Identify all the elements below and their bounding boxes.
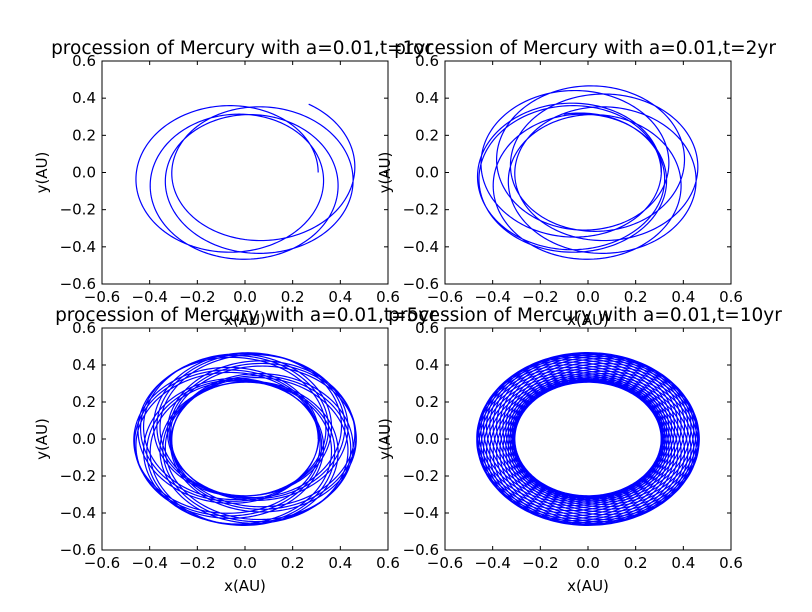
chart-title: procession of Mercury with a=0.01,t=10yr	[388, 305, 782, 326]
y-tick-label: −0.6	[403, 541, 439, 559]
y-tick-label: −0.4	[403, 238, 439, 256]
orbit-line-series	[476, 352, 700, 526]
chart-panel-2: −0.6 −0.4 −0.2 0.0 0.2 0.4 0.6−0.6−0.4−0.20.00…	[376, 38, 776, 329]
y-tick-label: 0.0	[415, 430, 439, 448]
x-tick-label: 0.2	[624, 288, 648, 306]
y-tick-label: 0.2	[415, 126, 439, 144]
y-tick-label: −0.2	[60, 467, 96, 485]
y-tick-label: 0.2	[415, 393, 439, 411]
x-tick-label: −0.4	[131, 554, 167, 572]
chart-title: procession of Mercury with a=0.01,t=2yr	[394, 38, 776, 59]
x-tick-label: 0.0	[576, 288, 600, 306]
y-tick-label: −0.4	[60, 504, 96, 522]
y-tick-label: 0.4	[72, 356, 96, 374]
x-tick-label: 0.2	[281, 554, 305, 572]
x-tick-label: −0.4	[474, 288, 510, 306]
chart-title: procession of Mercury with a=0.01,t=5yr	[55, 305, 437, 326]
y-tick-label: −0.2	[403, 467, 439, 485]
x-axis-label: x(AU)	[567, 577, 609, 595]
orbit-line-series	[476, 85, 699, 260]
y-tick-label: 0.0	[415, 164, 439, 182]
y-axis-label: y(AU)	[33, 152, 51, 194]
x-axis-label: x(AU)	[567, 311, 609, 329]
x-tick-label: 0.0	[233, 288, 257, 306]
x-tick-label: −0.6	[84, 288, 120, 306]
x-tick-label: 0.4	[671, 288, 695, 306]
y-tick-label: 0.4	[72, 89, 96, 107]
x-tick-label: 0.2	[624, 554, 648, 572]
y-tick-label: 0.2	[72, 126, 96, 144]
x-tick-label: 0.0	[233, 554, 257, 572]
y-tick-label: −0.6	[60, 275, 96, 293]
chart-panel-4: −0.6 −0.4 −0.2 0.0 0.2 0.4 0.6−0.6−0.4−0.20.00…	[376, 305, 782, 595]
x-tick-label: 0.0	[576, 554, 600, 572]
x-tick-label: 0.6	[376, 288, 400, 306]
x-tick-label: 0.6	[719, 554, 743, 572]
x-tick-label: 0.4	[328, 288, 352, 306]
x-tick-label: −0.4	[474, 554, 510, 572]
y-tick-label: 0.6	[415, 319, 439, 337]
y-tick-label: −0.6	[403, 275, 439, 293]
y-tick-label: 0.4	[415, 356, 439, 374]
y-tick-label: −0.2	[60, 201, 96, 219]
y-axis-label: y(AU)	[376, 418, 394, 460]
x-axis-label: x(AU)	[224, 311, 266, 329]
x-axis-label: x(AU)	[224, 577, 266, 595]
y-tick-label: −0.4	[403, 504, 439, 522]
x-tick-label: −0.6	[427, 554, 463, 572]
x-tick-label: 0.2	[281, 288, 305, 306]
chart-panel-3: −0.6 −0.4 −0.2 0.0 0.2 0.4 0.6−0.6−0.4−0.20.00…	[33, 305, 437, 595]
x-tick-label: −0.4	[131, 288, 167, 306]
y-tick-label: 0.6	[415, 52, 439, 70]
y-tick-label: −0.2	[403, 201, 439, 219]
x-tick-label: 0.4	[671, 554, 695, 572]
chart-title: procession of Mercury with a=0.01,t=1yr	[51, 38, 433, 59]
y-tick-label: −0.4	[60, 238, 96, 256]
orbit-line-series	[133, 352, 357, 526]
x-tick-label: −0.6	[84, 554, 120, 572]
chart-panel-1: −0.6 −0.4 −0.2 0.0 0.2 0.4 0.6 −0.6 −0.4 −0.2 0.0 0…	[33, 38, 433, 329]
y-tick-label: 0.6	[72, 52, 96, 70]
y-tick-label: 0.6	[72, 319, 96, 337]
y-axis-label: y(AU)	[376, 152, 394, 194]
x-tick-label: −0.2	[179, 554, 215, 572]
y-axis-label: y(AU)	[33, 418, 51, 460]
orbit-line-series	[135, 103, 356, 260]
y-tick-label: 0.0	[72, 164, 96, 182]
x-tick-label: 0.6	[376, 554, 400, 572]
x-tick-label: 0.6	[719, 288, 743, 306]
y-tick-label: −0.6	[60, 541, 96, 559]
x-tick-label: −0.2	[522, 288, 558, 306]
y-tick-label: 0.4	[415, 89, 439, 107]
x-tick-label: 0.4	[328, 554, 352, 572]
x-tick-label: −0.2	[179, 288, 215, 306]
plot-area-frame	[101, 60, 389, 285]
y-tick-label: 0.0	[72, 430, 96, 448]
x-tick-label: −0.2	[522, 554, 558, 572]
y-tick-label: 0.2	[72, 393, 96, 411]
x-tick-label: −0.6	[427, 288, 463, 306]
